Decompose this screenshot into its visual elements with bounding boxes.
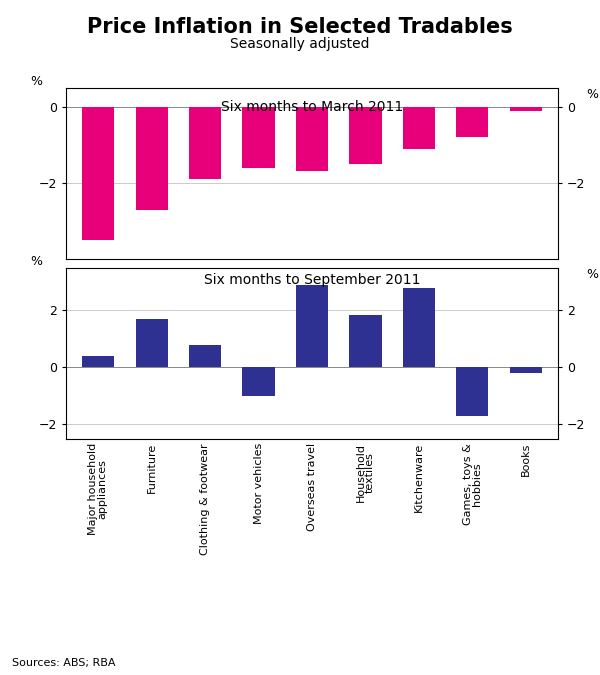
Bar	[189, 344, 221, 367]
Bar	[82, 356, 114, 367]
Y-axis label: %: %	[31, 75, 43, 88]
Bar	[457, 107, 488, 137]
Bar	[136, 107, 167, 209]
Bar	[403, 107, 435, 148]
Bar	[82, 107, 114, 240]
Bar	[457, 367, 488, 416]
Bar	[403, 288, 435, 367]
Bar	[296, 285, 328, 367]
Bar	[242, 367, 275, 396]
Y-axis label: %: %	[586, 88, 598, 101]
Bar	[510, 107, 542, 111]
Bar	[349, 107, 382, 164]
Bar	[189, 107, 221, 179]
Y-axis label: %: %	[31, 254, 43, 267]
Bar	[349, 315, 382, 367]
Text: Sources: ABS; RBA: Sources: ABS; RBA	[12, 658, 115, 668]
Bar	[510, 367, 542, 373]
Bar	[136, 319, 167, 367]
Text: Price Inflation in Selected Tradables: Price Inflation in Selected Tradables	[87, 17, 513, 37]
Text: Six months to March 2011: Six months to March 2011	[221, 100, 403, 113]
Text: Seasonally adjusted: Seasonally adjusted	[230, 37, 370, 51]
Y-axis label: %: %	[586, 267, 598, 281]
Bar	[242, 107, 275, 167]
Text: Six months to September 2011: Six months to September 2011	[204, 273, 420, 287]
Bar	[296, 107, 328, 171]
